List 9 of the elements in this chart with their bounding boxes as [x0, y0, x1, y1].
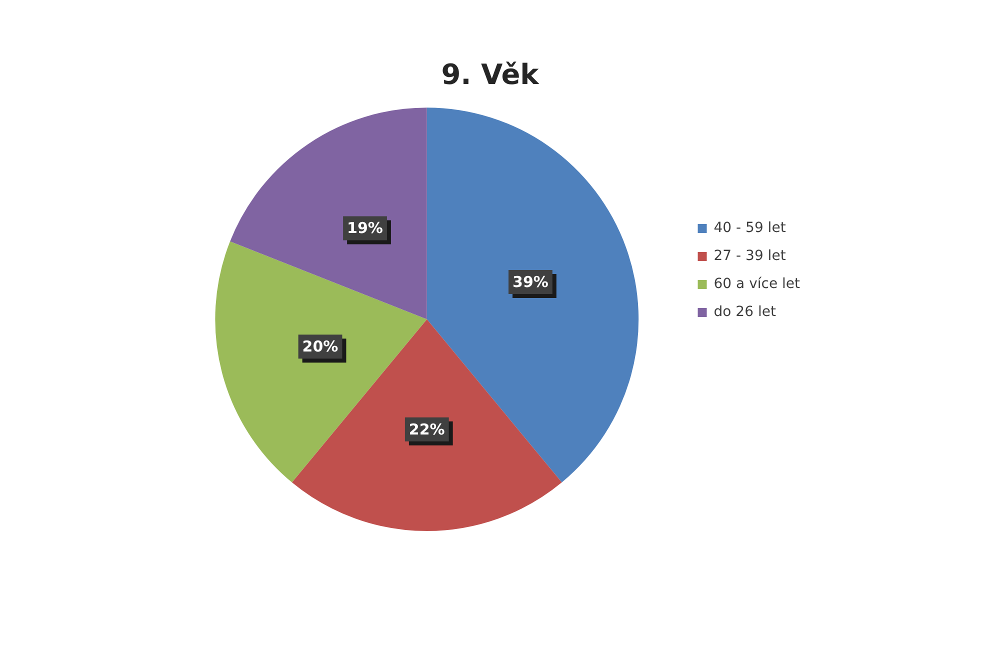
data-label: 20%	[302, 338, 338, 356]
legend-label: do 26 let	[714, 304, 776, 320]
legend-label: 40 - 59 let	[714, 220, 786, 236]
data-label: 19%	[347, 219, 383, 238]
data-label: 22%	[408, 420, 445, 438]
chart-title: 9. Věk	[441, 58, 540, 92]
legend-label: 27 - 39 let	[714, 248, 786, 264]
legend-label: 60 a více let	[714, 276, 801, 292]
data-label: 39%	[512, 272, 548, 291]
